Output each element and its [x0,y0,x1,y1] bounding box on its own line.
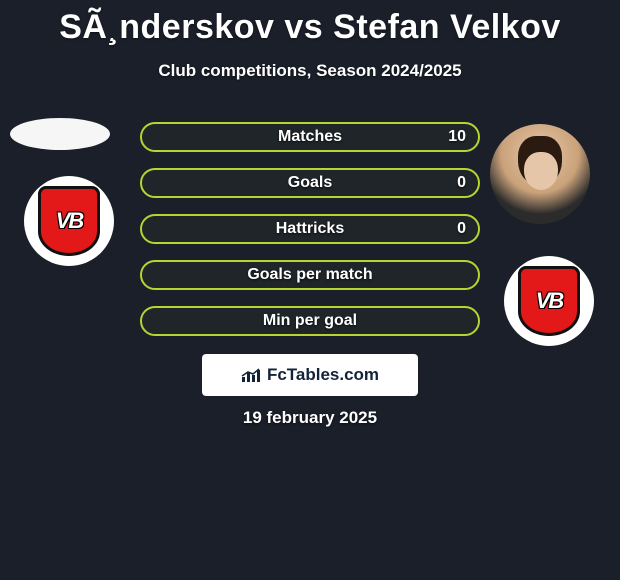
club-badge-text: VB [56,208,83,234]
stat-label: Min per goal [263,312,357,330]
date-text: 19 february 2025 [0,408,620,428]
stat-row: Hattricks 0 [140,214,480,244]
stat-value: 0 [457,220,466,238]
stat-value: 0 [457,174,466,192]
subtitle: Club competitions, Season 2024/2025 [0,61,620,81]
stat-label: Goals [288,174,332,192]
stat-row: Min per goal [140,306,480,336]
club-badge-text: VB [536,288,563,314]
stats-container: Matches 10 Goals 0 Hattricks 0 Goals per… [140,122,480,352]
club-left-badge: VB [24,176,114,266]
brand-badge: FcTables.com [202,354,418,396]
club-right-badge: VB [504,256,594,346]
chart-icon [241,367,261,383]
stat-row: Goals per match [140,260,480,290]
stat-label: Goals per match [247,266,372,284]
stat-row: Goals 0 [140,168,480,198]
stat-label: Hattricks [276,220,344,238]
player-right-avatar [490,124,590,224]
stat-row: Matches 10 [140,122,480,152]
stat-value: 10 [448,128,466,146]
page-title: SÃ¸nderskov vs Stefan Velkov [0,0,620,47]
player-left-avatar [10,118,110,150]
stat-label: Matches [278,128,342,146]
brand-text: FcTables.com [267,365,379,385]
